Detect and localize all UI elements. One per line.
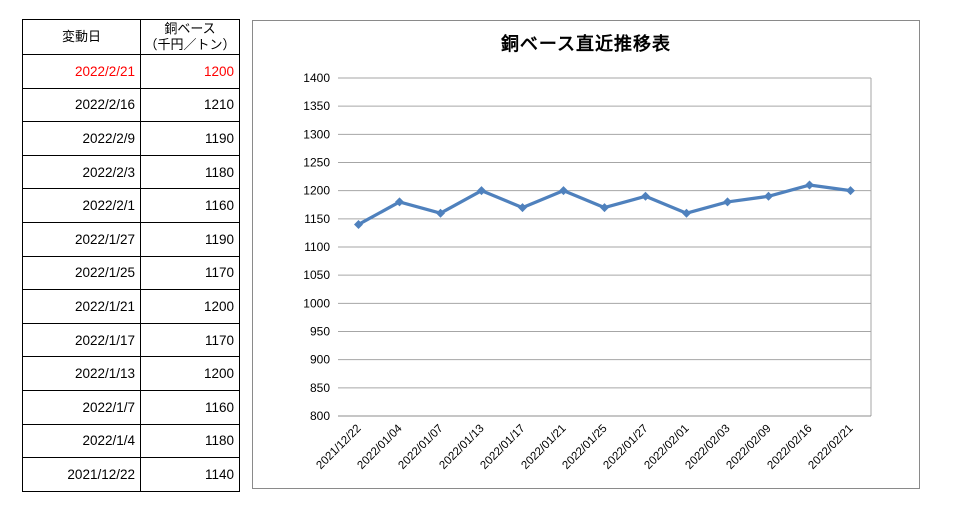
header-row: 変動日 銅ベース （千円／トン）	[22, 19, 240, 55]
price-cell: 1190	[140, 121, 240, 156]
y-tick-label: 1100	[304, 240, 330, 254]
col-header-date: 変動日	[22, 19, 141, 55]
date-cell: 2022/1/21	[22, 289, 141, 324]
y-tick-label: 1250	[303, 156, 330, 170]
y-tick-label: 1300	[303, 127, 330, 141]
col-header-price-line1: 銅ベース	[164, 20, 216, 36]
data-point-marker	[559, 186, 568, 196]
price-cell: 1160	[140, 389, 240, 425]
date-cell: 2022/1/27	[22, 221, 141, 257]
table-row: 2022/1/7 1160	[22, 389, 240, 425]
table-row: 2022/1/21 1200	[22, 289, 240, 324]
price-table-header: 変動日 銅ベース （千円／トン）	[22, 19, 240, 55]
price-cell: 1210	[140, 87, 240, 123]
line-chart: 1400 1350 1300 1250 1200 1150 1100 1050 1000 950 9…	[303, 71, 872, 472]
data-point-marker	[846, 186, 855, 196]
data-point-marker	[805, 180, 814, 190]
data-point-marker	[395, 197, 404, 207]
y-tick-label: 1400	[303, 71, 330, 85]
table-row: 2022/1/25 1170	[22, 255, 240, 291]
date-cell: 2022/1/13	[22, 356, 141, 391]
data-point-marker	[764, 191, 773, 201]
data-point-marker	[641, 191, 650, 201]
date-cell: 2022/2/3	[22, 154, 141, 190]
table-row: 2022/2/9 1190	[22, 121, 240, 156]
y-tick-label: 1150	[304, 212, 330, 226]
y-tick-label: 950	[310, 325, 330, 339]
col-header-price-line2: （千円／トン）	[144, 37, 236, 52]
price-cell: 1180	[140, 154, 240, 190]
date-cell: 2021/12/22	[22, 457, 141, 492]
col-header-date-label: 変動日	[61, 28, 101, 44]
price-cell: 1200	[140, 356, 240, 391]
table-row: 2022/1/27 1190	[22, 221, 240, 257]
date-cell: 2022/1/25	[22, 255, 141, 291]
date-cell: 2022/1/17	[22, 322, 141, 358]
chart-area: 1400 1350 1300 1250 1200 1150 1100 1050 1000 950 9…	[252, 20, 920, 489]
y-tick-label: 850	[310, 381, 330, 395]
price-table-body: 2022/2/21 1200 2022/2/16 1210 2022/2/9 1190 20…	[22, 54, 240, 492]
date-cell: 2022/1/7	[22, 389, 141, 425]
table-row: 2022/2/1 1160	[22, 188, 240, 223]
price-cell: 1180	[140, 423, 240, 459]
table-row: 2022/2/21 1200	[22, 54, 240, 89]
y-tick-label: 800	[310, 409, 330, 423]
y-tick-label: 900	[310, 353, 330, 367]
price-cell: 1200	[140, 54, 240, 89]
data-point-marker	[477, 186, 486, 196]
price-cell: 1170	[140, 322, 240, 358]
date-cell: 2022/1/4	[22, 423, 141, 459]
y-tick-label: 1000	[303, 296, 330, 310]
table-row: 2022/1/4 1180	[22, 423, 240, 459]
price-cell: 1190	[140, 221, 240, 257]
data-point-marker	[682, 208, 691, 218]
price-cell: 1170	[140, 255, 240, 291]
date-cell: 2022/2/1	[22, 188, 141, 223]
col-header-price: 銅ベース （千円／トン）	[140, 19, 240, 55]
data-point-marker	[518, 203, 527, 213]
table-row: 2022/1/17 1170	[22, 322, 240, 358]
date-cell: 2022/2/16	[22, 87, 141, 123]
price-cell: 1160	[140, 188, 240, 223]
table-row: 2021/12/22 1140	[22, 457, 240, 492]
price-table: 変動日 銅ベース （千円／トン） 2022/2/21 1200 2022/2/16 1…	[22, 19, 240, 492]
y-tick-label: 1050	[303, 268, 330, 282]
price-cell: 1200	[140, 289, 240, 324]
table-row: 2022/2/3 1180	[22, 154, 240, 190]
y-tick-label: 1350	[303, 99, 330, 113]
data-point-marker	[723, 197, 732, 207]
data-point-marker	[600, 203, 609, 213]
table-row: 2022/1/13 1200	[22, 356, 240, 391]
x-tick-label: 2022/02/21	[806, 423, 855, 472]
date-cell: 2022/2/21	[22, 54, 141, 89]
y-tick-label: 1200	[303, 184, 330, 198]
date-cell: 2022/2/9	[22, 121, 141, 156]
data-point-marker	[436, 208, 445, 218]
price-cell: 1140	[140, 457, 240, 492]
data-point-marker	[354, 219, 363, 229]
chart-title: 銅ベース直近推移表	[500, 34, 672, 54]
table-row: 2022/2/16 1210	[22, 87, 240, 123]
